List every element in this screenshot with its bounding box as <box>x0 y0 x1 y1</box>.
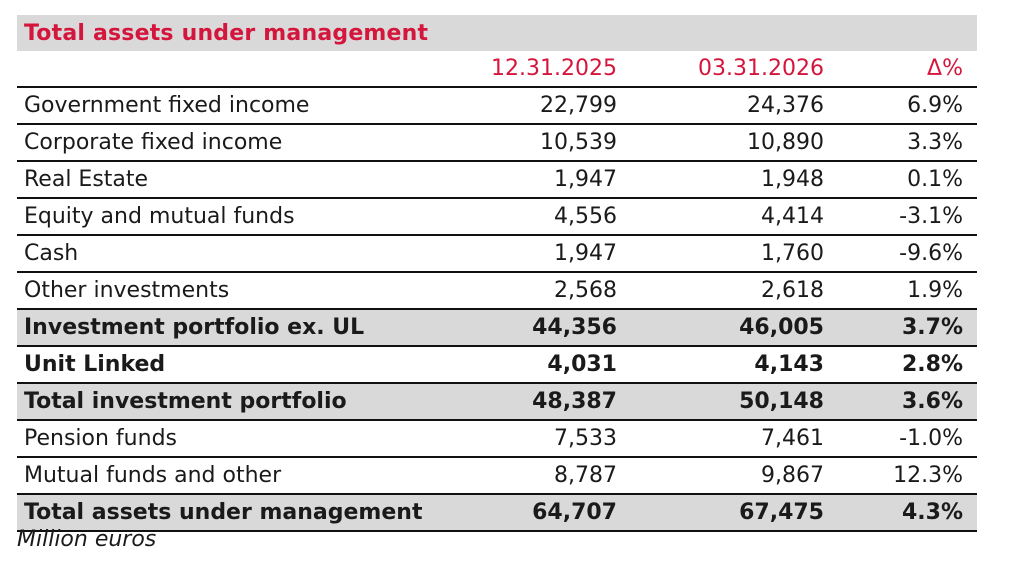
value-2026: 9,867 <box>761 463 824 488</box>
table-row: Real Estate 1,947 1,948 0.1% <box>17 162 977 199</box>
delta-percent: 1.9% <box>907 278 963 303</box>
delta-percent: -3.1% <box>899 204 963 229</box>
row-label: Real Estate <box>24 167 149 192</box>
value-2026: 50,148 <box>739 389 824 414</box>
delta-percent: 2.8% <box>901 352 963 377</box>
assets-table: Total assets under management 12.31.2025… <box>17 15 977 532</box>
row-label: Mutual funds and other <box>24 463 282 488</box>
value-2025: 2,568 <box>554 278 617 303</box>
delta-percent: 4.3% <box>901 500 963 525</box>
row-label: Total assets under management <box>24 500 423 525</box>
table-row: Total assets under management 64,707 67,47… <box>17 495 977 532</box>
value-2026: 24,376 <box>747 93 824 118</box>
value-2025: 1,947 <box>554 241 617 266</box>
value-2025: 4,031 <box>547 352 617 377</box>
row-label: Unit Linked <box>24 352 166 377</box>
table-row: Government fixed income 22,799 24,376 6.9% <box>17 88 977 125</box>
table-row: Mutual funds and other 8,787 9,867 12.3% <box>17 458 977 495</box>
delta-percent: 6.9% <box>907 93 963 118</box>
delta-percent: -9.6% <box>899 241 963 266</box>
table-title: Total assets under management <box>24 20 429 46</box>
value-2025: 8,787 <box>554 463 617 488</box>
row-label: Total investment portfolio <box>24 389 347 414</box>
table-title-band: Total assets under management <box>17 15 977 51</box>
units-note: Million euros <box>17 527 157 552</box>
table-header-row: 12.31.2025 03.31.2026 Δ% <box>17 51 977 88</box>
value-2026: 4,414 <box>761 204 824 229</box>
table-body: Government fixed income 22,799 24,376 6.9% C… <box>17 88 977 532</box>
table-row: Pension funds 7,533 7,461 -1.0% <box>17 421 977 458</box>
table-row: Total investment portfolio 48,387 50,148 3.… <box>17 384 977 421</box>
value-2025: 64,707 <box>532 500 617 525</box>
header-date-2: 03.31.2026 <box>698 56 824 81</box>
value-2025: 22,799 <box>540 93 617 118</box>
value-2026: 7,461 <box>761 426 824 451</box>
header-delta: Δ% <box>927 56 963 81</box>
delta-percent: 12.3% <box>893 463 963 488</box>
value-2025: 1,947 <box>554 167 617 192</box>
value-2025: 48,387 <box>532 389 617 414</box>
value-2025: 10,539 <box>540 130 617 155</box>
value-2025: 4,556 <box>554 204 617 229</box>
table-row: Corporate fixed income 10,539 10,890 3.3% <box>17 125 977 162</box>
value-2026: 10,890 <box>747 130 824 155</box>
row-label: Pension funds <box>24 426 177 451</box>
table-row: Investment portfolio ex. UL 44,356 46,005 3… <box>17 310 977 347</box>
value-2026: 1,948 <box>761 167 824 192</box>
table-row: Other investments 2,568 2,618 1.9% <box>17 273 977 310</box>
value-2026: 46,005 <box>739 315 824 340</box>
row-label: Cash <box>24 241 79 266</box>
value-2025: 7,533 <box>554 426 617 451</box>
delta-percent: -1.0% <box>899 426 963 451</box>
delta-percent: 0.1% <box>907 167 963 192</box>
row-label: Investment portfolio ex. UL <box>24 315 365 340</box>
value-2026: 1,760 <box>761 241 824 266</box>
delta-percent: 3.3% <box>907 130 963 155</box>
value-2026: 4,143 <box>754 352 824 377</box>
value-2025: 44,356 <box>532 315 617 340</box>
row-label: Government fixed income <box>24 93 310 118</box>
value-2026: 67,475 <box>739 500 824 525</box>
row-label: Other investments <box>24 278 230 303</box>
delta-percent: 3.7% <box>901 315 963 340</box>
header-date-1: 12.31.2025 <box>491 56 617 81</box>
value-2026: 2,618 <box>761 278 824 303</box>
row-label: Corporate fixed income <box>24 130 283 155</box>
table-row: Cash 1,947 1,760 -9.6% <box>17 236 977 273</box>
row-label: Equity and mutual funds <box>24 204 295 229</box>
table-row: Equity and mutual funds 4,556 4,414 -3.1% <box>17 199 977 236</box>
table-row: Unit Linked 4,031 4,143 2.8% <box>17 347 977 384</box>
delta-percent: 3.6% <box>901 389 963 414</box>
